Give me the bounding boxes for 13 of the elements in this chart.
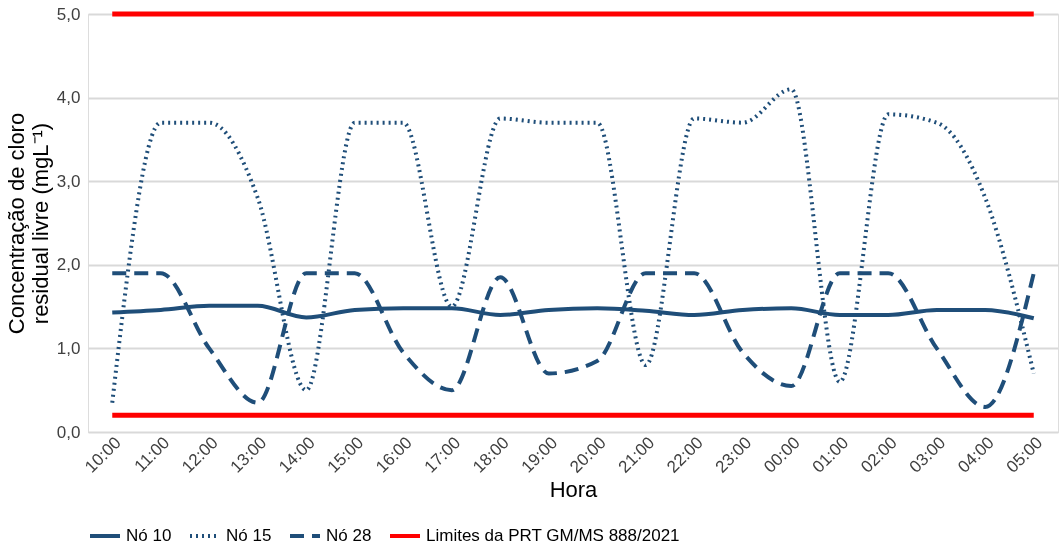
y-tick-label: 1,0 <box>56 338 81 358</box>
legend-label: Nó 28 <box>326 526 372 545</box>
y-tick-label: 2,0 <box>56 255 81 275</box>
line-series <box>110 87 1036 405</box>
legend-label: Limites da PRT GM/MS 888/2021 <box>426 526 680 545</box>
y-tick-label: 4,0 <box>56 88 81 108</box>
y-axis-title: Concentração de cloro residual livre (mgL⁻¹) <box>3 112 53 335</box>
y-tick-label: 3,0 <box>56 171 81 191</box>
legend-label: Nó 15 <box>226 526 272 545</box>
x-axis-title: Hora <box>549 476 599 502</box>
y-tick-label: 0,0 <box>56 422 81 442</box>
y-tick-label: 5,0 <box>56 4 81 24</box>
legend-label: Nó 10 <box>126 526 172 545</box>
